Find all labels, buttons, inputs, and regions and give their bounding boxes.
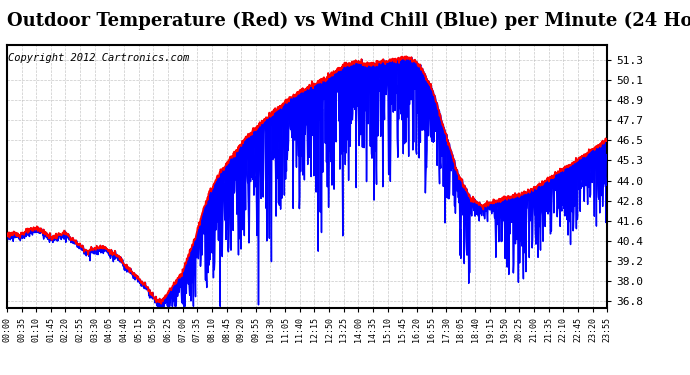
Text: Copyright 2012 Cartronics.com: Copyright 2012 Cartronics.com <box>8 53 189 63</box>
Text: Outdoor Temperature (Red) vs Wind Chill (Blue) per Minute (24 Hours) 20120429: Outdoor Temperature (Red) vs Wind Chill … <box>7 11 690 30</box>
